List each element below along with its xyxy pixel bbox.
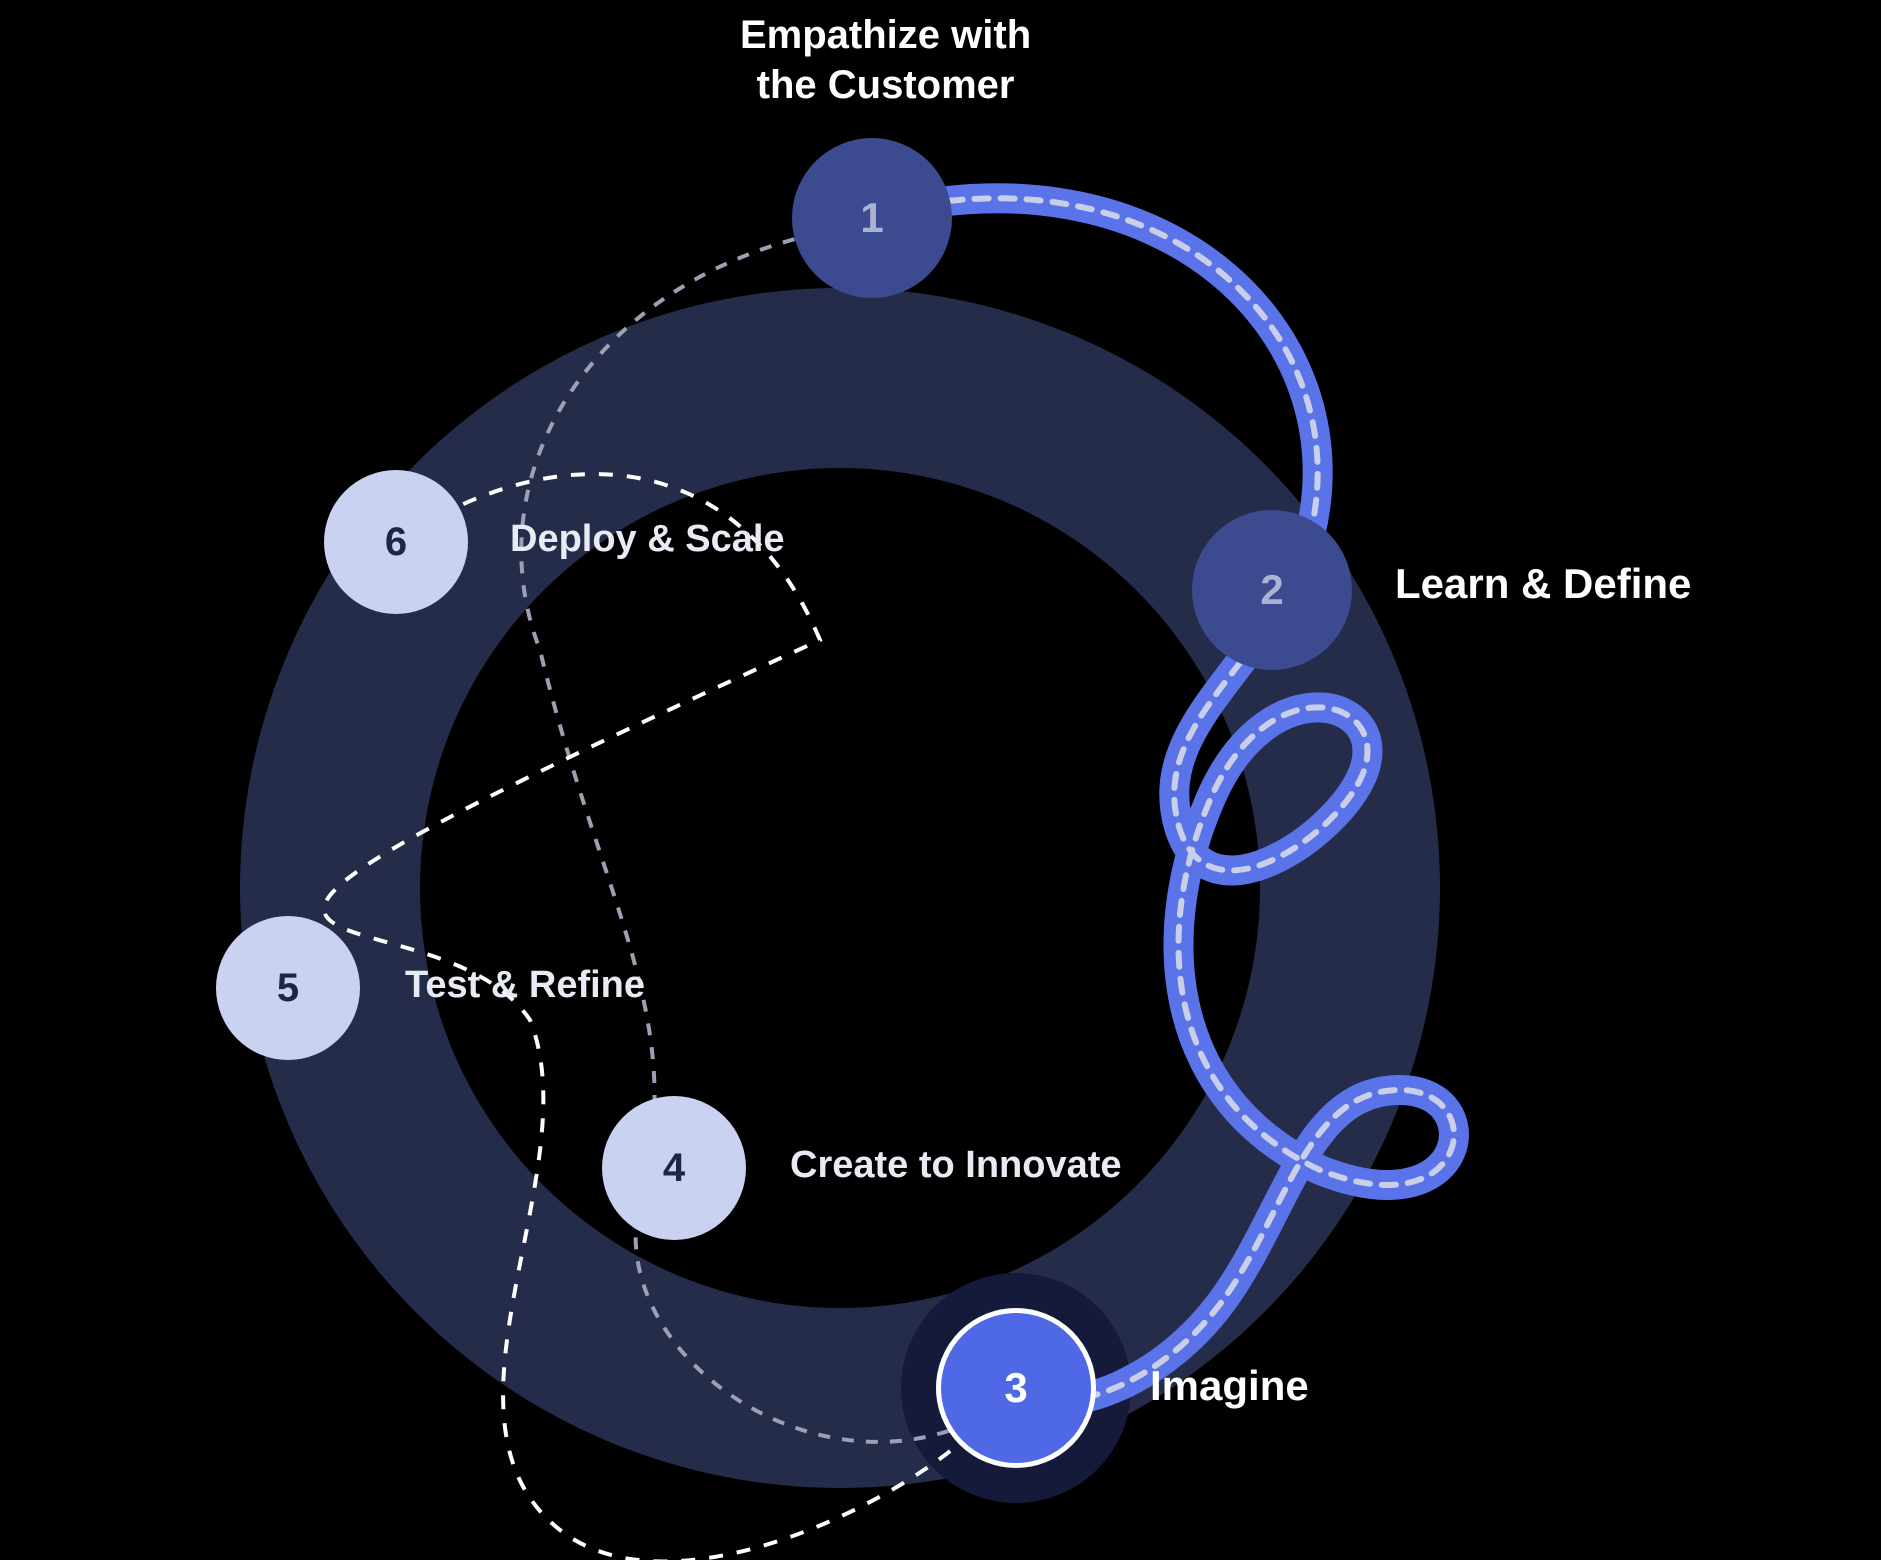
step-6-label: Deploy & Scale: [510, 516, 785, 564]
step-2-number: 2: [1260, 566, 1283, 614]
step-1-label: Empathize with the Customer: [740, 10, 1031, 110]
step-2-label: Learn & Define: [1395, 558, 1691, 611]
step-1-node: 1: [792, 138, 952, 298]
step-4-node: 4: [602, 1096, 746, 1240]
step-3-label: Imagine: [1150, 1360, 1309, 1413]
step-5-label: Test & Refine: [405, 962, 645, 1010]
step-2-node: 2: [1192, 510, 1352, 670]
step-3-number: 3: [1004, 1364, 1027, 1412]
step-4-number: 4: [663, 1146, 685, 1191]
step-6-node: 6: [324, 470, 468, 614]
step-4-label: Create to Innovate: [790, 1142, 1122, 1190]
step-6-number: 6: [385, 520, 407, 565]
step-5-number: 5: [277, 966, 299, 1011]
process-diagram: 1 Empathize with the Customer 2 Learn & Def…: [0, 0, 1881, 1560]
main-ring: [240, 288, 1440, 1488]
step-5-node: 5: [216, 916, 360, 1060]
step-3-node: 3: [936, 1308, 1096, 1468]
step-1-number: 1: [860, 194, 883, 242]
